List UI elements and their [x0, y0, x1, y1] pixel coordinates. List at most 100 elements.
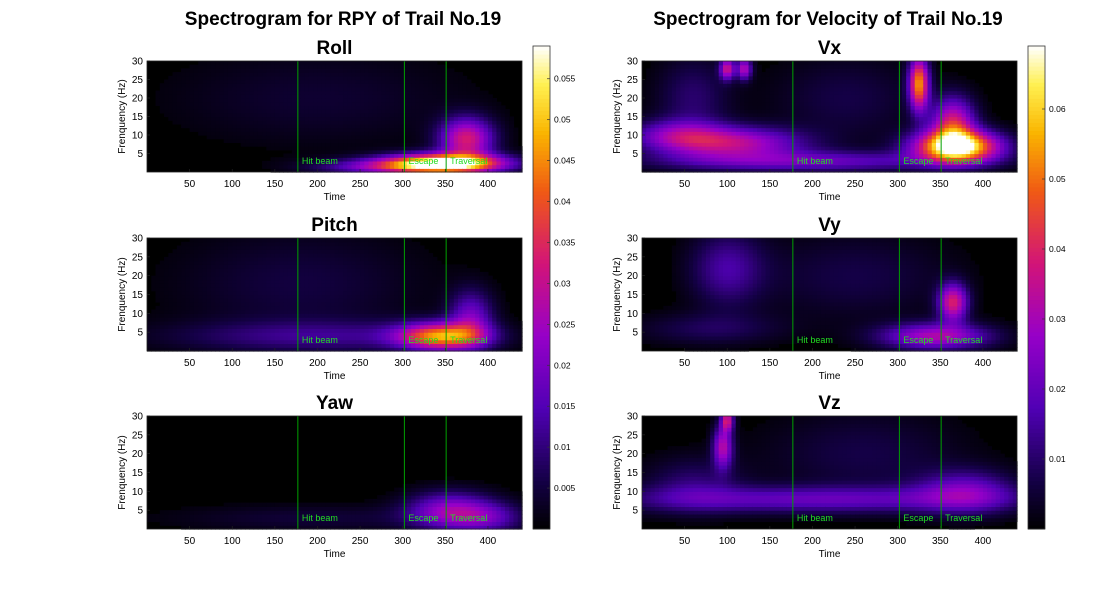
heatmap-cell	[193, 309, 199, 314]
heatmap-cell	[466, 268, 472, 273]
heatmap-cell	[240, 68, 246, 73]
heatmap-cell	[385, 268, 391, 273]
heatmap-cell	[415, 347, 421, 352]
heatmap-cell	[245, 502, 250, 507]
heatmap-cell	[432, 268, 438, 273]
heatmap-cell	[270, 283, 276, 288]
heatmap-cell	[449, 283, 455, 288]
heatmap-cell	[509, 317, 515, 322]
heatmap-cell	[181, 116, 186, 121]
heatmap-cell	[219, 249, 225, 254]
heatmap-cell	[419, 116, 425, 121]
heatmap-cell	[368, 253, 374, 258]
heatmap-cell	[385, 294, 391, 299]
heatmap-cell	[240, 120, 246, 125]
heatmap-cell	[215, 64, 221, 69]
heatmap-cell	[462, 286, 468, 292]
heatmap-cell	[372, 253, 378, 258]
heatmap-cell	[274, 245, 280, 250]
heatmap-cell	[338, 238, 344, 243]
heatmap-cell	[513, 168, 519, 173]
heatmap-cell	[300, 502, 306, 507]
heatmap-cell	[274, 157, 280, 162]
heatmap-cell	[321, 138, 327, 143]
heatmap-cell	[504, 146, 510, 151]
heatmap-cell	[479, 168, 485, 173]
heatmap-cell	[249, 94, 255, 99]
heatmap-cell	[317, 324, 323, 329]
heatmap-cell	[445, 120, 451, 125]
heatmap-cell	[509, 168, 515, 173]
heatmap-cell	[155, 309, 161, 314]
heatmap-cell	[257, 245, 263, 250]
heatmap-cell	[317, 98, 323, 103]
heatmap-cell	[334, 260, 340, 265]
heatmap-cell	[210, 79, 216, 84]
heatmap-cell	[270, 64, 276, 69]
heatmap-cell	[304, 245, 310, 250]
heatmap-cell	[266, 101, 272, 106]
heatmap-cell	[364, 498, 370, 504]
heatmap-cell	[249, 286, 255, 292]
heatmap-cell	[360, 253, 365, 258]
heatmap-cell	[193, 68, 199, 73]
heatmap-cell	[487, 131, 493, 136]
heatmap-cell	[240, 517, 246, 523]
heatmap-cell	[368, 525, 374, 530]
heatmap-cell	[423, 123, 429, 129]
heatmap-cell	[458, 290, 463, 296]
heatmap-cell	[181, 313, 186, 318]
heatmap-cell	[475, 146, 480, 151]
heatmap-cell	[368, 290, 374, 296]
heatmap-cell	[287, 510, 293, 515]
heatmap-cell	[355, 525, 361, 530]
heatmap-cell	[385, 324, 391, 329]
heatmap-cell	[368, 498, 374, 504]
heatmap-cell	[270, 79, 276, 84]
heatmap-cell	[377, 105, 382, 110]
heatmap-cell	[287, 279, 293, 284]
heatmap-cell	[198, 320, 203, 326]
heatmap-cell	[394, 313, 400, 318]
heatmap-cell	[206, 343, 212, 348]
heatmap-cell	[321, 146, 327, 151]
heatmap-cell	[504, 131, 510, 136]
heatmap-cell	[283, 61, 289, 66]
heatmap-cell	[394, 343, 400, 348]
heatmap-cell	[317, 116, 323, 121]
heatmap-cell	[364, 513, 370, 519]
heatmap-cell	[210, 513, 216, 519]
heatmap-cell	[202, 238, 208, 243]
heatmap-cell	[164, 94, 169, 99]
heatmap-cell	[287, 264, 293, 269]
heatmap-cell	[206, 253, 212, 258]
heatmap-cell	[249, 317, 255, 322]
heatmap-cell	[172, 109, 178, 114]
heatmap-cell	[240, 241, 246, 247]
heatmap-cell	[159, 268, 165, 273]
heatmap-cell	[304, 157, 310, 162]
heatmap-cell	[381, 335, 387, 341]
heatmap-cell	[377, 68, 382, 73]
heatmap-cell	[428, 164, 434, 169]
heatmap-cell	[274, 525, 280, 530]
heatmap-cell	[509, 138, 515, 143]
heatmap-cell	[185, 90, 191, 95]
heatmap-cell	[372, 510, 378, 515]
heatmap-cell	[257, 98, 263, 103]
heatmap-cell	[249, 343, 255, 348]
heatmap-cell	[249, 83, 255, 88]
heatmap-cell	[266, 98, 272, 103]
heatmap-cell	[385, 149, 391, 155]
y-tick-label: 5	[137, 149, 143, 160]
heatmap-cell	[441, 75, 446, 81]
heatmap-cell	[351, 64, 357, 69]
heatmap-cell	[428, 98, 434, 103]
heatmap-cell	[377, 260, 382, 265]
heatmap-cell	[249, 283, 255, 288]
heatmap-cell	[198, 506, 203, 511]
heatmap-cell	[181, 275, 186, 281]
heatmap-cell	[398, 271, 404, 277]
heatmap-cell	[253, 249, 259, 254]
